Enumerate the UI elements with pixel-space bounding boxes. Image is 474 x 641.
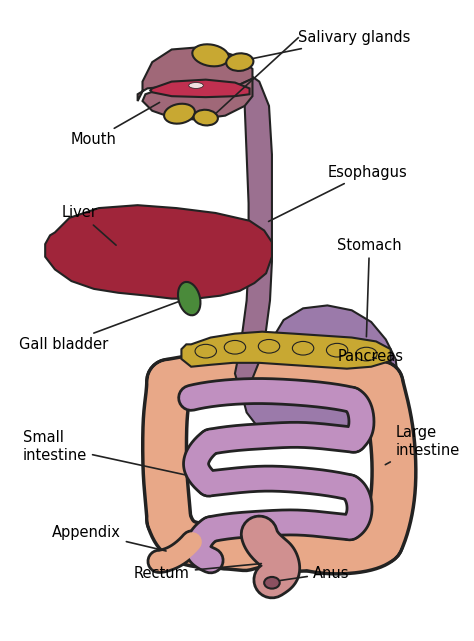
Ellipse shape [192,44,229,66]
Ellipse shape [193,110,218,126]
Text: Liver: Liver [62,206,116,246]
Ellipse shape [292,342,314,355]
Text: Salivary glands: Salivary glands [252,30,410,58]
Text: Mouth: Mouth [71,103,160,147]
Text: Pancreas: Pancreas [337,349,403,365]
Text: Rectum: Rectum [134,563,261,581]
Ellipse shape [164,104,195,124]
Ellipse shape [195,344,217,358]
Text: Anus: Anus [281,565,349,581]
Text: Small
intestine: Small intestine [23,430,186,475]
Polygon shape [45,205,272,299]
Polygon shape [137,47,253,101]
Text: Stomach: Stomach [337,238,402,337]
Polygon shape [243,305,399,445]
Ellipse shape [189,83,203,88]
Ellipse shape [327,344,348,357]
Ellipse shape [226,53,254,71]
Polygon shape [143,79,253,119]
Ellipse shape [356,347,377,361]
Polygon shape [235,75,272,388]
Polygon shape [150,79,249,97]
Ellipse shape [178,282,201,315]
Text: Large
intestine: Large intestine [385,426,460,465]
Ellipse shape [224,340,246,354]
Text: Esophagus: Esophagus [269,165,407,221]
Polygon shape [182,331,391,369]
Text: Gall bladder: Gall bladder [19,301,179,352]
Ellipse shape [258,340,280,353]
Text: Appendix: Appendix [52,525,166,551]
Ellipse shape [264,577,280,588]
